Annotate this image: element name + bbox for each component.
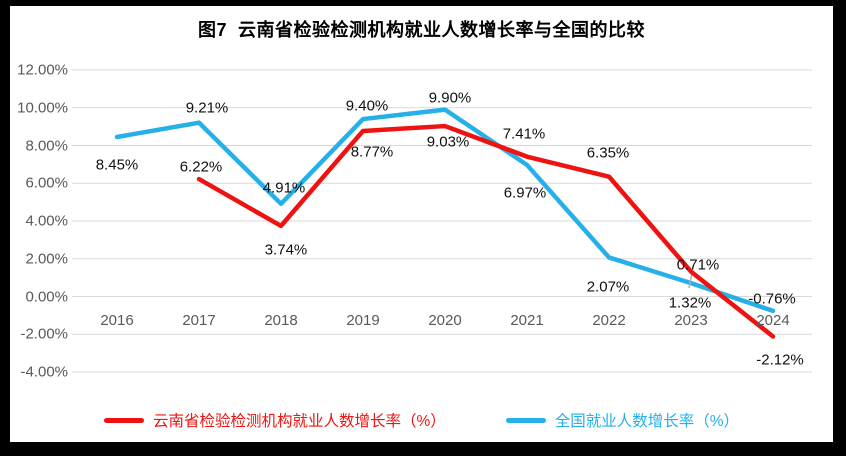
data-label: 9.90% [428,89,472,107]
x-axis-tick-label: 2016 [100,312,134,329]
data-label: 6.22% [179,158,223,176]
x-axis-tick-label: 2018 [264,312,298,329]
label-leader-line [688,272,693,289]
data-label: 0.71% [676,256,720,274]
y-axis-tick-label: -4.00% [20,363,68,381]
data-label: 1.32% [668,294,712,312]
data-label: 4.91% [262,179,306,197]
y-axis-tick-label: 2.00% [25,250,68,268]
x-axis-tick-label: 2022 [592,312,626,329]
y-axis-tick-label: 6.00% [25,174,68,192]
x-axis-tick-label: 2020 [428,312,462,329]
data-label: 6.97% [503,184,547,202]
x-axis-tick-label: 2023 [674,312,708,329]
series-line-national [114,107,776,314]
chart-plot-area [72,69,812,373]
data-label: -0.76% [748,290,796,308]
x-axis-tick-label: 2024 [756,312,790,329]
legend-swatch-national [505,417,546,423]
y-axis-tick-label: 10.00% [17,99,68,117]
data-label: 9.40% [345,97,389,115]
x-axis-tick-label: 2021 [510,312,544,329]
y-axis-tick-label: -2.00% [20,325,68,343]
y-axis-tick-label: 0.00% [25,288,68,305]
legend-label: 云南省检验检测机构就业人数增长率（%） [152,413,446,430]
chart-canvas: 图7 云南省检验检测机构就业人数增长率与全国的比较 12.00% 10.00% 8.… [10,6,833,442]
y-axis-tick-label: 12.00% [17,61,68,79]
data-label: 2.07% [586,278,630,296]
data-label: 9.03% [426,133,470,151]
legend-item-yunnan: 云南省检验检测机构就业人数增长率（%） [103,409,446,431]
y-axis-tick-label: 8.00% [25,137,68,154]
legend: 云南省检验检测机构就业人数增长率（%） 全国就业人数增长率（%） [10,409,833,431]
data-label: 7.41% [502,125,546,143]
series-line-yunnan [196,123,776,339]
y-axis-tick-label: 4.00% [25,212,68,230]
chart-title: 图7 云南省检验检测机构就业人数增长率与全国的比较 [197,20,645,40]
data-label: 8.77% [350,143,394,161]
x-axis-tick-label: 2019 [346,312,380,329]
data-label: -2.12% [756,351,804,368]
data-label: 3.74% [264,241,308,259]
legend-label: 全国就业人数增长率（%） [554,413,740,430]
data-label: 9.21% [185,99,229,117]
x-axis-tick-label: 2017 [182,312,216,329]
data-label: 8.45% [95,156,139,174]
data-label: 6.35% [586,144,630,162]
legend-swatch-yunnan [103,417,144,423]
legend-item-national: 全国就业人数增长率（%） [505,409,740,431]
